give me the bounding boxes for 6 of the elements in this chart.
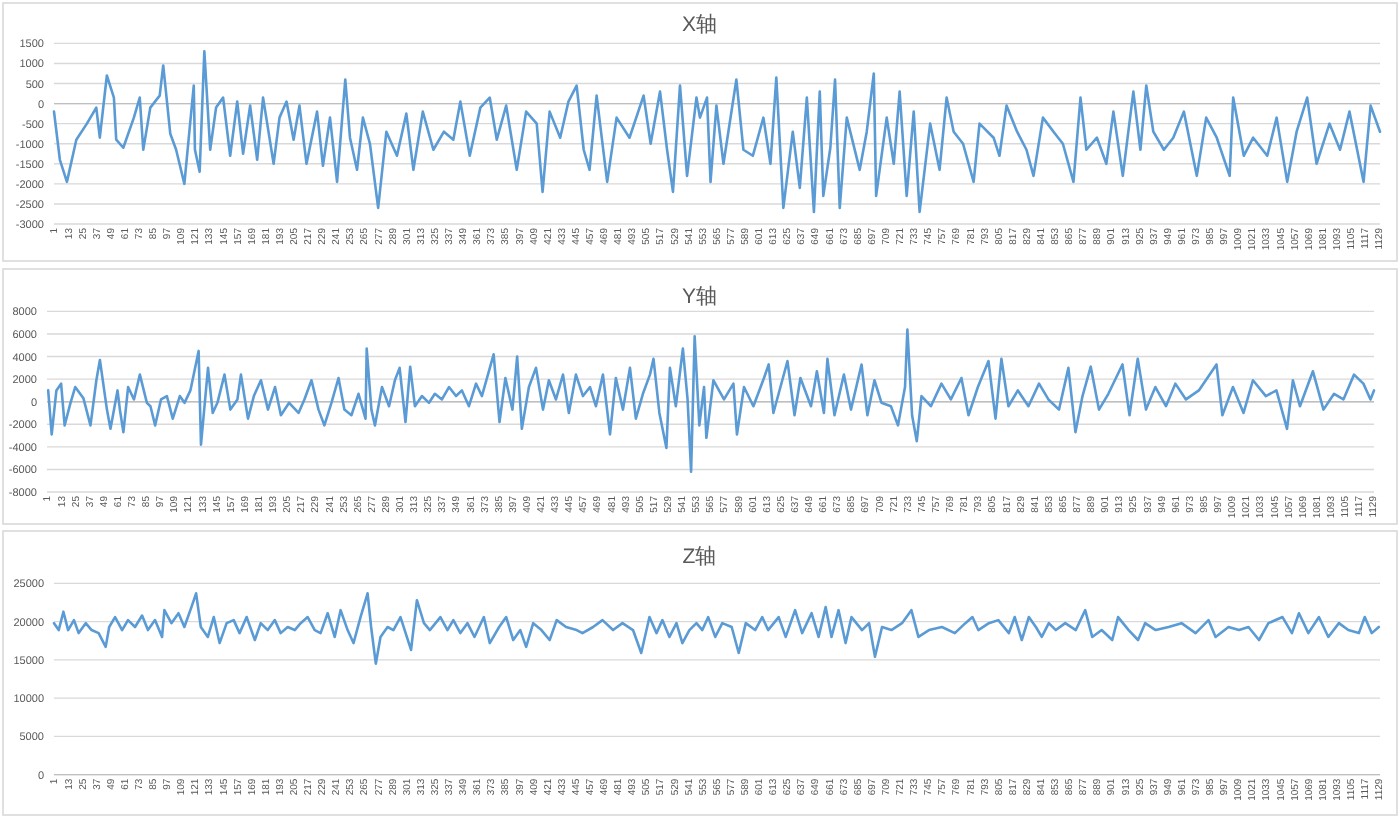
line-series — [52, 50, 1382, 214]
chart-title: Z轴 — [682, 543, 718, 569]
line-series — [52, 592, 1381, 665]
line-series — [46, 328, 1376, 473]
chart-title: Y轴 — [681, 283, 719, 309]
chart-title: X轴 — [681, 11, 719, 37]
